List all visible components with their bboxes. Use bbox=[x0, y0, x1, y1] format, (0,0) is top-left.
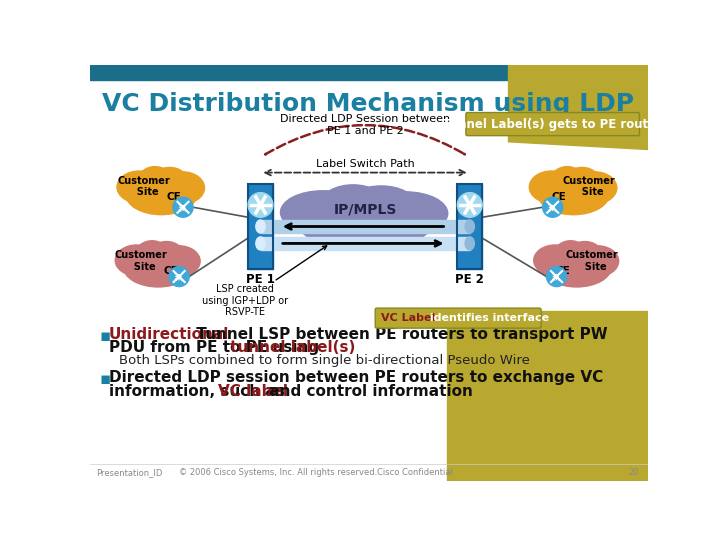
Text: identifies interface: identifies interface bbox=[426, 313, 549, 323]
Bar bbox=[90, 65, 648, 80]
Ellipse shape bbox=[256, 237, 265, 250]
Text: VC Distribution Mechanism using LDP: VC Distribution Mechanism using LDP bbox=[102, 92, 634, 116]
Text: Customer
  Site: Customer Site bbox=[563, 176, 616, 197]
Text: CE: CE bbox=[164, 266, 179, 276]
Ellipse shape bbox=[135, 188, 188, 213]
Text: Directed LDP session between PE routers to exchange VC: Directed LDP session between PE routers … bbox=[109, 370, 603, 386]
Ellipse shape bbox=[572, 172, 617, 204]
Ellipse shape bbox=[297, 193, 433, 249]
Ellipse shape bbox=[125, 173, 197, 215]
Text: © 2006 Cisco Systems, Inc. All rights reserved.: © 2006 Cisco Systems, Inc. All rights re… bbox=[179, 468, 377, 477]
Text: Tunnel Label(s) gets to PE router: Tunnel Label(s) gets to PE router bbox=[444, 118, 662, 131]
Ellipse shape bbox=[542, 247, 611, 287]
Ellipse shape bbox=[256, 220, 265, 233]
Ellipse shape bbox=[117, 171, 161, 203]
Text: CE: CE bbox=[552, 192, 566, 202]
Text: information, such as: information, such as bbox=[109, 384, 289, 400]
Ellipse shape bbox=[132, 261, 184, 286]
Text: PE 1: PE 1 bbox=[246, 273, 275, 286]
Text: Tunnel LSP between PE routers to transport PW: Tunnel LSP between PE routers to transpo… bbox=[191, 327, 608, 342]
Text: CE: CE bbox=[166, 192, 181, 202]
Text: Label Switch Path: Label Switch Path bbox=[316, 159, 415, 168]
FancyBboxPatch shape bbox=[466, 112, 639, 136]
Circle shape bbox=[546, 267, 567, 287]
Circle shape bbox=[457, 193, 482, 217]
Ellipse shape bbox=[363, 192, 448, 235]
Polygon shape bbox=[446, 311, 648, 481]
Text: Unidirectional: Unidirectional bbox=[109, 327, 229, 342]
Ellipse shape bbox=[567, 241, 602, 268]
Text: ▪: ▪ bbox=[99, 327, 111, 345]
Text: tunnel label(s): tunnel label(s) bbox=[230, 340, 356, 355]
Ellipse shape bbox=[554, 241, 587, 268]
FancyArrowPatch shape bbox=[265, 125, 465, 154]
Text: Directed LDP Session between
PE 1 and PE 2: Directed LDP Session between PE 1 and PE… bbox=[280, 114, 450, 136]
Ellipse shape bbox=[138, 167, 172, 194]
Text: and control information: and control information bbox=[264, 384, 473, 400]
Bar bbox=[248, 184, 273, 269]
Ellipse shape bbox=[157, 246, 200, 276]
Text: Cisco Confidential: Cisco Confidential bbox=[377, 468, 453, 477]
Text: VC Label: VC Label bbox=[381, 313, 435, 323]
Text: Customer
  Site: Customer Site bbox=[118, 176, 171, 197]
Ellipse shape bbox=[123, 247, 193, 287]
Ellipse shape bbox=[135, 241, 168, 268]
Text: PE 2: PE 2 bbox=[455, 273, 484, 286]
Text: ▪: ▪ bbox=[99, 370, 111, 388]
Ellipse shape bbox=[551, 261, 602, 286]
Ellipse shape bbox=[576, 246, 618, 276]
Bar bbox=[261, 237, 469, 250]
Text: Customer
  Site: Customer Site bbox=[566, 251, 618, 272]
Bar bbox=[248, 184, 273, 269]
Circle shape bbox=[169, 267, 189, 287]
Polygon shape bbox=[508, 65, 648, 150]
Ellipse shape bbox=[152, 167, 188, 195]
Ellipse shape bbox=[149, 241, 184, 268]
Ellipse shape bbox=[115, 245, 158, 276]
Ellipse shape bbox=[547, 188, 600, 213]
Ellipse shape bbox=[347, 186, 415, 224]
Text: CE: CE bbox=[555, 266, 570, 276]
Circle shape bbox=[248, 193, 273, 217]
Circle shape bbox=[173, 197, 193, 217]
Ellipse shape bbox=[564, 167, 600, 195]
Text: 20: 20 bbox=[628, 468, 639, 477]
Circle shape bbox=[543, 197, 563, 217]
Text: VC label: VC label bbox=[218, 384, 288, 400]
Bar bbox=[457, 184, 482, 269]
Ellipse shape bbox=[161, 172, 204, 204]
Ellipse shape bbox=[465, 220, 474, 233]
Bar bbox=[457, 184, 482, 269]
Text: Both LSPs combined to form single bi-directional Pseudo Wire: Both LSPs combined to form single bi-dir… bbox=[120, 354, 531, 367]
FancyBboxPatch shape bbox=[375, 308, 541, 328]
Ellipse shape bbox=[534, 245, 577, 276]
Ellipse shape bbox=[529, 171, 574, 203]
Ellipse shape bbox=[465, 237, 474, 250]
Ellipse shape bbox=[315, 213, 415, 248]
Ellipse shape bbox=[550, 167, 584, 194]
Bar bbox=[261, 220, 469, 233]
Ellipse shape bbox=[321, 185, 385, 222]
Text: Customer
  Site: Customer Site bbox=[114, 251, 168, 272]
Text: LSP created
using IGP+LDP or
RSVP-TE: LSP created using IGP+LDP or RSVP-TE bbox=[202, 246, 327, 318]
Text: Presentation_ID: Presentation_ID bbox=[96, 468, 163, 477]
Ellipse shape bbox=[538, 173, 609, 215]
Text: PDU from PE to PE using: PDU from PE to PE using bbox=[109, 340, 324, 355]
Text: IP/MPLS: IP/MPLS bbox=[333, 202, 397, 217]
Ellipse shape bbox=[281, 191, 365, 234]
